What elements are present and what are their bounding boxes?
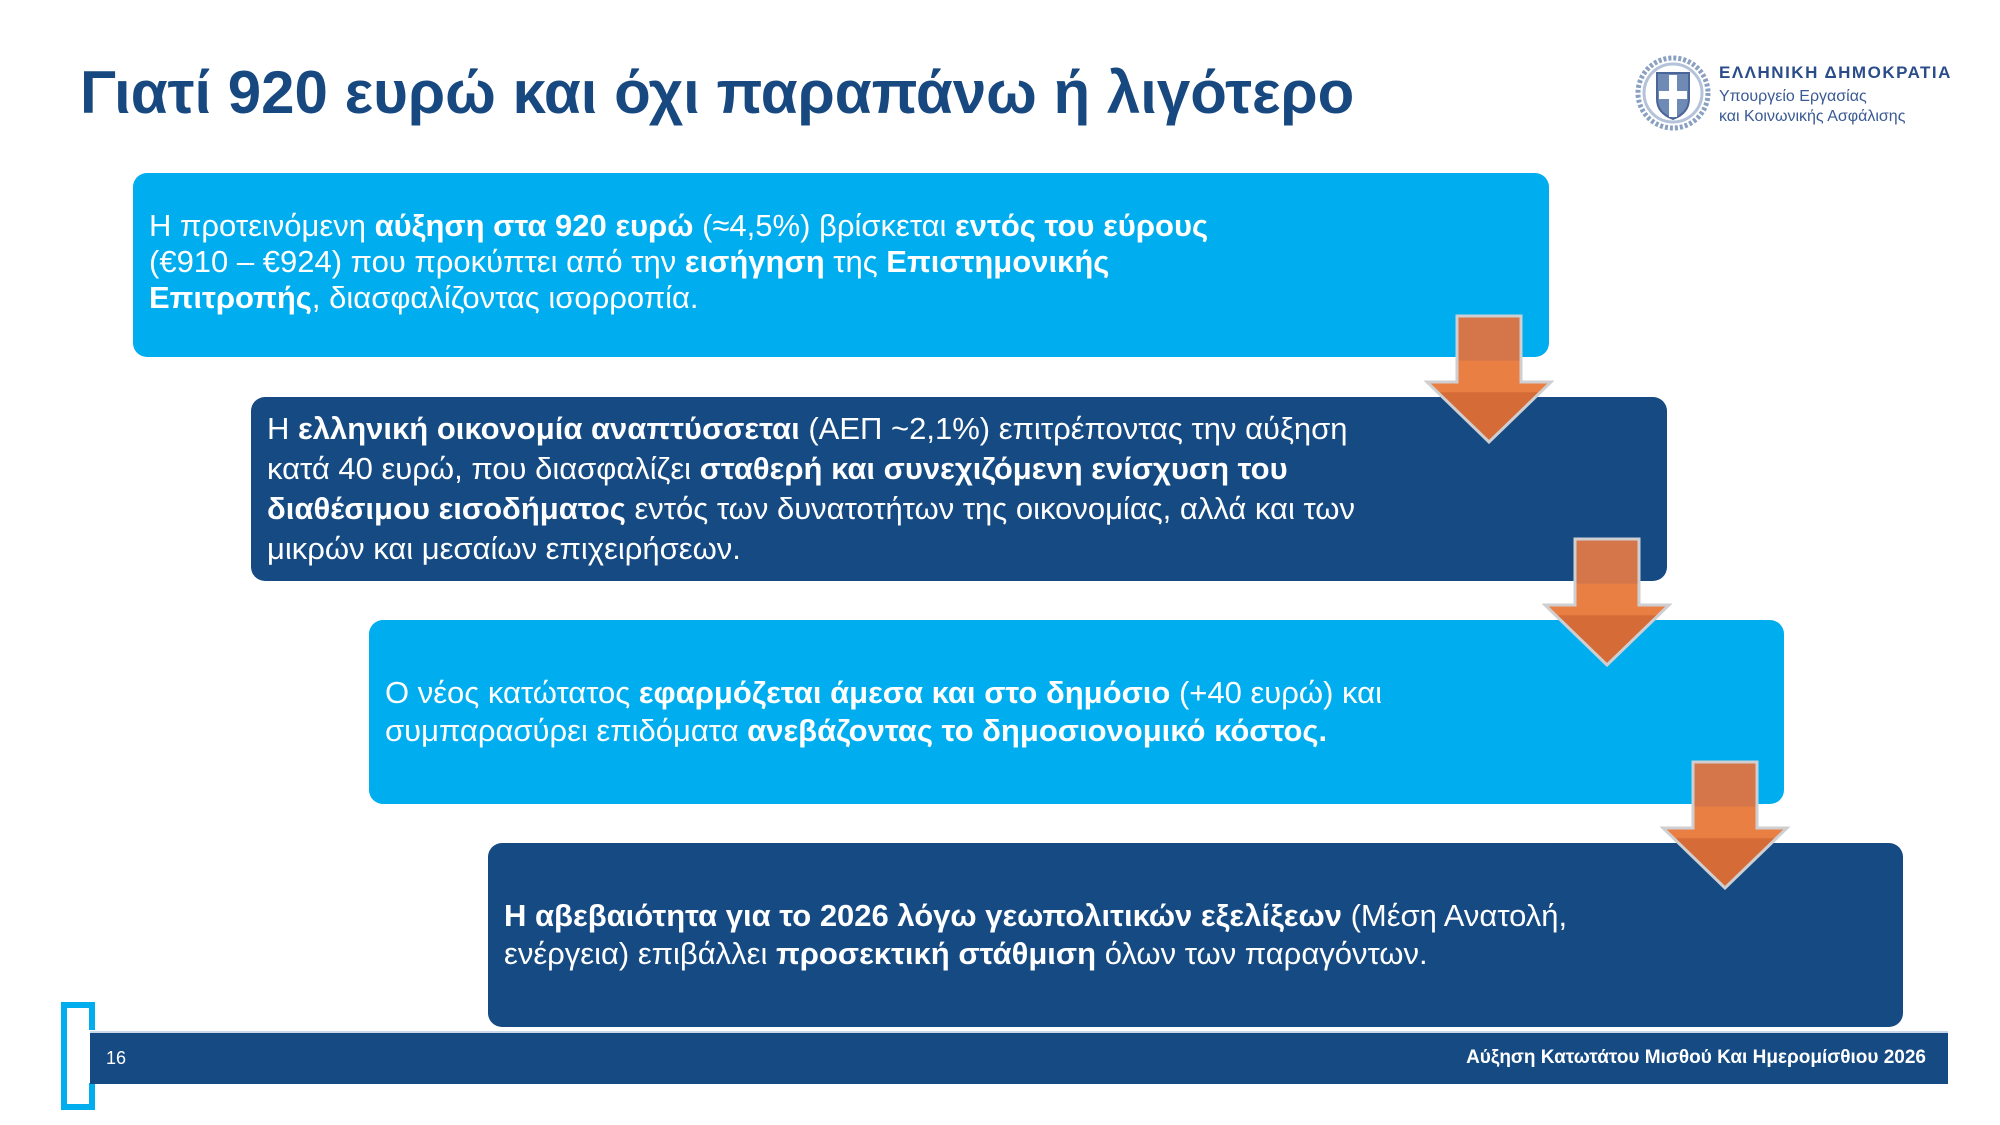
- logo-line-1: ΕΛΛΗΝΙΚΗ ΔΗΜΟΚΡΑΤΙΑ: [1719, 63, 1952, 82]
- footer-caption: Αύξηση Κατωτάτου Μισθού Και Ημερομίσθιου…: [1466, 1047, 1926, 1068]
- step-box-2: Η ελληνική οικονομία αναπτύσσεται (ΑΕΠ ~…: [251, 397, 1667, 581]
- step-text: Ο νέος κατώτατος εφαρμόζεται άμεσα και σ…: [369, 674, 1585, 750]
- emphasis-text: εισήγηση: [684, 244, 825, 279]
- body-text: Η προτεινόμενη: [149, 208, 375, 243]
- body-text: της: [824, 244, 887, 279]
- decorative-bracket-top: [89, 1002, 95, 1030]
- logo-line-2: Υπουργείο Εργασίας: [1719, 88, 1867, 105]
- step-text: Η προτεινόμενη αύξηση στα 920 ευρώ (≈4,5…: [133, 208, 1289, 316]
- step-box-1: Η προτεινόμενη αύξηση στα 920 ευρώ (≈4,5…: [133, 173, 1549, 357]
- body-text: Ο νέος κατώτατος: [385, 675, 639, 710]
- body-text: Η: [267, 411, 298, 446]
- body-text: (ΑΕΠ ~2,1%) επιτρέποντας την αύξηση κατά…: [267, 411, 1348, 486]
- body-text: εντός των δυνατοτήτων της οικονομίας, αλ…: [267, 491, 1355, 566]
- ministry-logo: ΕΛΛΗΝΙΚΗ ΔΗΜΟΚΡΑΤΙΑ Υπουργείο Εργασίας κ…: [1635, 55, 1955, 135]
- step-box-4: Η αβεβαιότητα για το 2026 λόγω γεωπολιτι…: [488, 843, 1903, 1027]
- emphasis-text: σταθερή και συνεχιζόμενη ενίσχυση του δι…: [267, 451, 1288, 526]
- page-number: 16: [106, 1048, 127, 1068]
- body-text: (+40 ευρώ) και συμπαρασύρει επιδόματα: [385, 675, 1382, 748]
- footer-bar: 16 Αύξηση Κατωτάτου Μισθού Και Ημερομίσθ…: [90, 1031, 1948, 1084]
- emphasis-text: ανεβάζοντας το δημοσιονομικό κόστος.: [747, 713, 1328, 748]
- step-box-3: Ο νέος κατώτατος εφαρμόζεται άμεσα και σ…: [369, 620, 1784, 804]
- body-text: , διασφαλίζοντας ισορροπία.: [311, 280, 699, 315]
- emphasis-text: Επιστημονικής Επιτροπής: [149, 244, 1110, 315]
- emphasis-text: εφαρμόζεται άμεσα και στο δημόσιο: [638, 675, 1171, 710]
- body-text: (€910 – €924) που προκύπτει από την: [149, 244, 685, 279]
- body-text: όλων των παραγόντων.: [1096, 936, 1428, 971]
- decorative-bracket: [61, 1002, 95, 1110]
- emphasis-text: ελληνική οικονομία αναπτύσσεται: [298, 411, 800, 446]
- decorative-bracket-bottom: [89, 1083, 95, 1110]
- slide-title: Γιατί 920 ευρώ και όχι παραπάνω ή λιγότε…: [80, 59, 1355, 126]
- emphasis-text: προσεκτική στάθμιση: [776, 936, 1097, 971]
- body-text: (≈4,5%) βρίσκεται: [693, 208, 956, 243]
- down-arrow-icon: [1542, 537, 1672, 667]
- step-text: Η ελληνική οικονομία αναπτύσσεται (ΑΕΠ ~…: [251, 409, 1367, 569]
- emphasis-text: εντός του εύρους: [955, 208, 1209, 243]
- down-arrow-icon: [1660, 760, 1790, 890]
- logo-line-3: και Κοινωνικής Ασφάλισης: [1719, 108, 1906, 125]
- emphasis-text: αύξηση στα 920 ευρώ: [374, 208, 694, 243]
- down-arrow-icon: [1424, 314, 1554, 444]
- emphasis-text: Η αβεβαιότητα για το 2026 λόγω γεωπολιτι…: [504, 898, 1342, 933]
- body-text: (Μέση Ανατολή, ενέργεια) επιβάλλει: [504, 898, 1568, 971]
- step-text: Η αβεβαιότητα για το 2026 λόγω γεωπολιτι…: [488, 897, 1684, 973]
- greek-coat-of-arms-icon: [1635, 55, 1711, 131]
